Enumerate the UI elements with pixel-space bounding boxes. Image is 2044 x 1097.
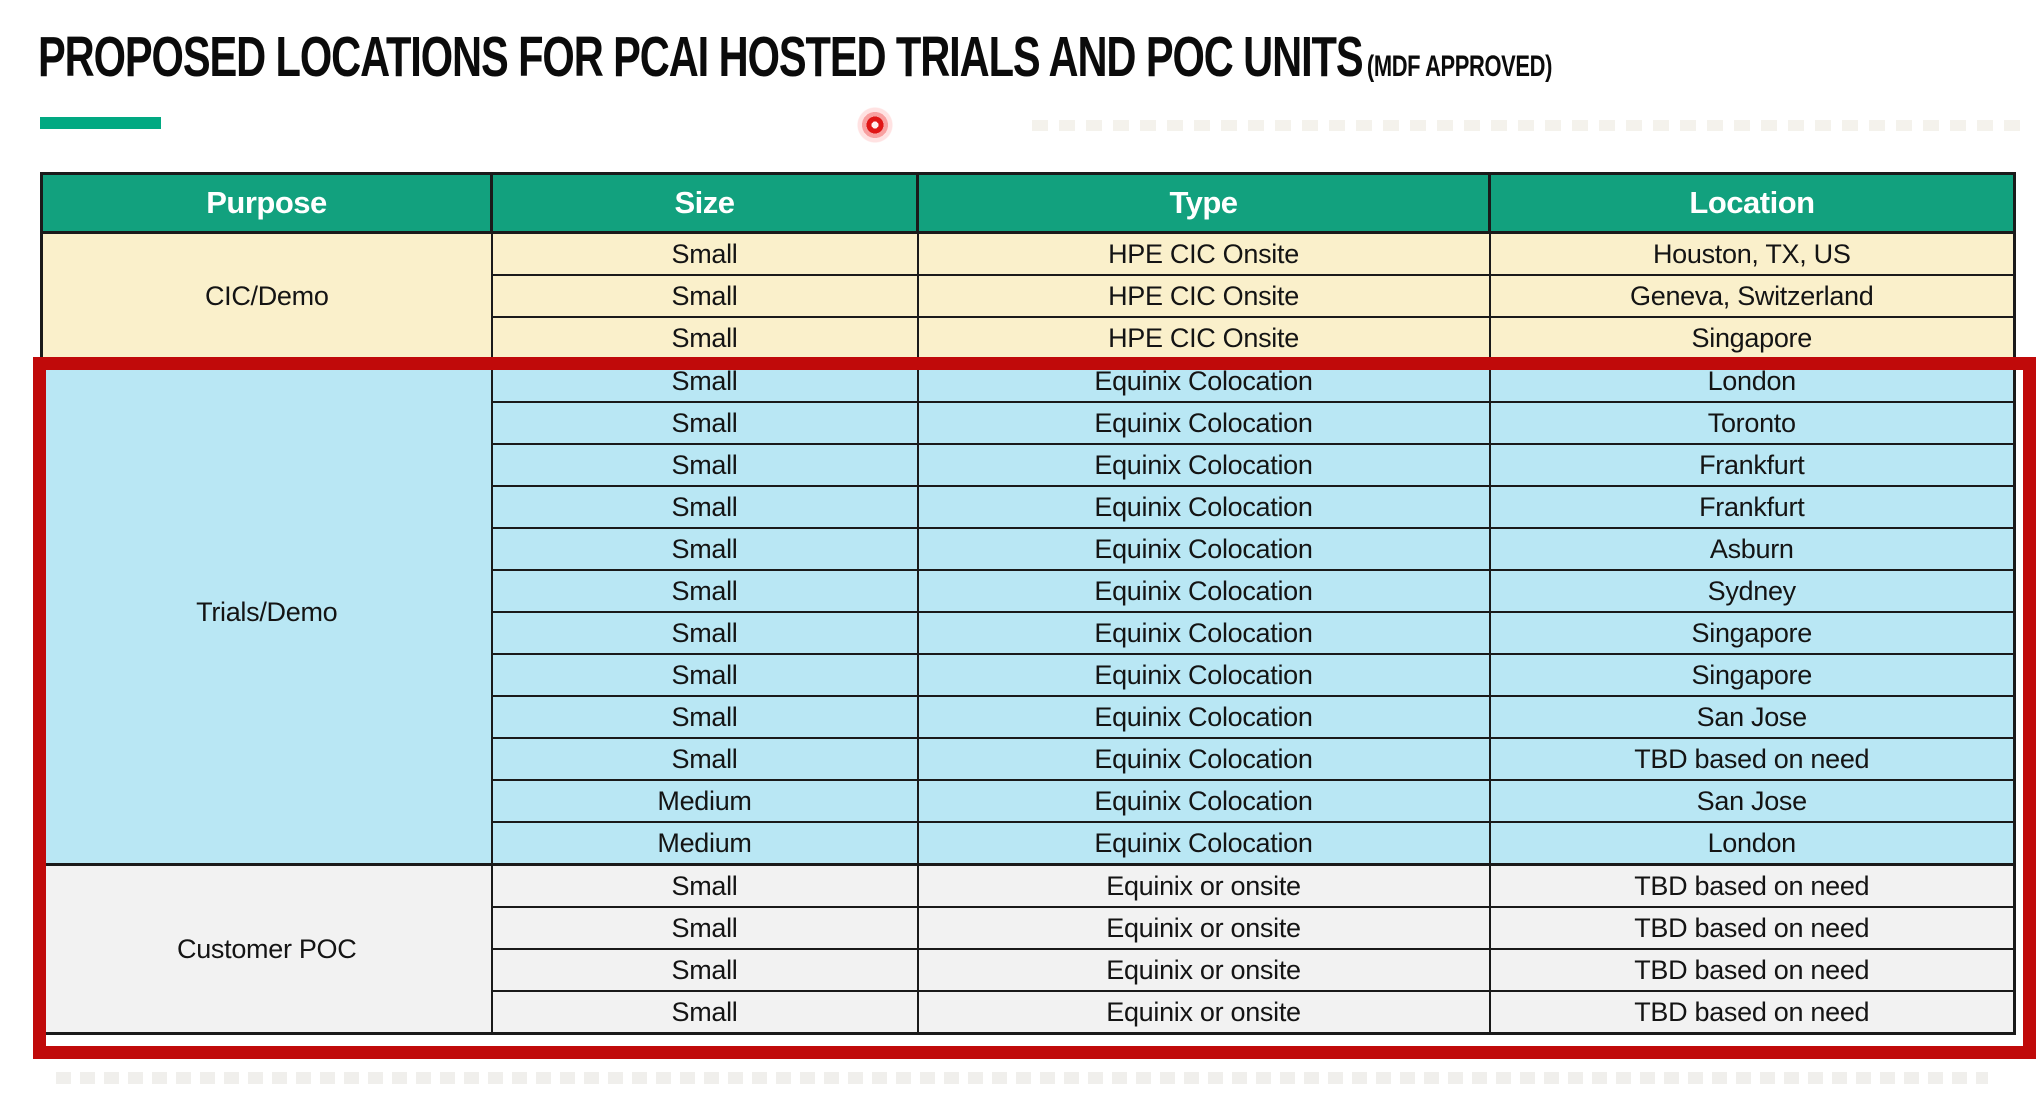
cell-location: Singapore (1488, 316, 2016, 361)
page-title-text: PROPOSED LOCATIONS FOR PCAI HOSTED TRIAL… (38, 25, 1364, 89)
cell-size: Small (490, 653, 919, 697)
cell-size: Small (490, 863, 919, 908)
cell-size: Small (490, 316, 919, 361)
cell-size: Small (490, 990, 919, 1035)
purpose-cell: CIC/Demo (40, 231, 493, 361)
cell-size: Medium (490, 779, 919, 823)
cell-location: TBD based on need (1488, 863, 2016, 908)
cell-size: Small (490, 695, 919, 739)
cell-type: Equinix Colocation (916, 779, 1491, 823)
table-header-row: Purpose Size Type Location (40, 172, 2016, 234)
cell-type: Equinix or onsite (916, 863, 1491, 908)
column-header-purpose: Purpose (40, 172, 493, 234)
table-row: Medium Equinix Colocation London (41, 821, 2016, 866)
cell-type: Equinix Colocation (916, 401, 1491, 445)
cell-type: Equinix Colocation (916, 611, 1491, 655)
cell-location: Sydney (1488, 569, 2016, 613)
cell-type: Equinix Colocation (916, 485, 1491, 529)
table-row: Small HPE CIC Onsite Singapore (41, 316, 2016, 361)
cell-size: Small (490, 485, 919, 529)
cell-location: Singapore (1488, 653, 2016, 697)
cell-location: TBD based on need (1488, 906, 2016, 950)
cell-location: London (1488, 358, 2016, 403)
cell-size: Small (490, 358, 919, 403)
cell-location: Singapore (1488, 611, 2016, 655)
cell-location: San Jose (1488, 779, 2016, 823)
cell-type: Equinix or onsite (916, 906, 1491, 950)
cell-type: HPE CIC Onsite (916, 316, 1491, 361)
cell-type: Equinix Colocation (916, 443, 1491, 487)
cell-location: Houston, TX, US (1488, 231, 2016, 276)
purpose-cell: Customer POC (40, 863, 493, 1035)
laser-pointer-dot (855, 105, 895, 145)
ghost-text-artifact-bottom (56, 1072, 1988, 1084)
cell-location: London (1488, 821, 2016, 866)
cell-location: San Jose (1488, 695, 2016, 739)
cell-type: Equinix Colocation (916, 358, 1491, 403)
cell-location: TBD based on need (1488, 990, 2016, 1035)
cell-size: Small (490, 569, 919, 613)
cell-location: Geneva, Switzerland (1488, 274, 2016, 318)
cell-size: Small (490, 443, 919, 487)
cell-type: Equinix Colocation (916, 821, 1491, 866)
cell-size: Small (490, 737, 919, 781)
cell-size: Small (490, 401, 919, 445)
table-row: Small Equinix or onsite TBD based on need (41, 948, 2016, 992)
cell-location: TBD based on need (1488, 737, 2016, 781)
table-header: Purpose Size Type Location (40, 172, 2016, 234)
cell-type: Equinix Colocation (916, 569, 1491, 613)
cell-size: Medium (490, 821, 919, 866)
cell-type: HPE CIC Onsite (916, 274, 1491, 318)
page-title-suffix: (MDF APPROVED) (1366, 50, 1553, 83)
cell-type: Equinix or onsite (916, 948, 1491, 992)
column-header-size: Size (490, 172, 919, 234)
purpose-cell: Trials/Demo (40, 358, 493, 866)
ghost-text-artifact-top (1032, 120, 2020, 131)
title-accent-bar (40, 117, 161, 129)
cell-location: TBD based on need (1488, 948, 2016, 992)
cell-size: Small (490, 948, 919, 992)
page-title: PROPOSED LOCATIONS FOR PCAI HOSTED TRIAL… (38, 25, 1553, 89)
cell-size: Small (490, 274, 919, 318)
cell-size: Small (490, 906, 919, 950)
table-row: Small HPE CIC Onsite Geneva, Switzerland (41, 274, 2016, 318)
locations-table-body: CIC/Demo Small HPE CIC Onsite Houston, TX, … (40, 231, 2016, 1035)
column-header-location: Location (1488, 172, 2016, 234)
table-row: Small Equinix Colocation Asburn (41, 527, 2016, 571)
locations-table: Purpose Size Type Location CIC/Demo Small… (40, 172, 2016, 1035)
column-header-type: Type (916, 172, 1491, 234)
cell-type: Equinix or onsite (916, 990, 1491, 1035)
cell-type: Equinix Colocation (916, 695, 1491, 739)
cell-size: Small (490, 611, 919, 655)
table-row: Customer POC Small Equinix or onsite TBD ba… (40, 863, 2016, 1035)
cell-type: Equinix Colocation (916, 653, 1491, 697)
cell-type: Equinix Colocation (916, 737, 1491, 781)
cell-type: HPE CIC Onsite (916, 231, 1491, 276)
table-row: Small Equinix Colocation Frankfurt (41, 443, 2016, 487)
table-row: CIC/Demo Small HPE CIC Onsite Houston, TX, … (40, 231, 2016, 361)
cell-location: Toronto (1488, 401, 2016, 445)
cell-location: Frankfurt (1488, 443, 2016, 487)
cell-size: Small (490, 231, 919, 276)
cell-type: Equinix Colocation (916, 527, 1491, 571)
cell-size: Small (490, 527, 919, 571)
table-row: Small Equinix Colocation Singapore (41, 653, 2016, 697)
table-row: Trials/Demo Small Equinix Colocation London (40, 358, 2016, 866)
cell-location: Frankfurt (1488, 485, 2016, 529)
cell-location: Asburn (1488, 527, 2016, 571)
